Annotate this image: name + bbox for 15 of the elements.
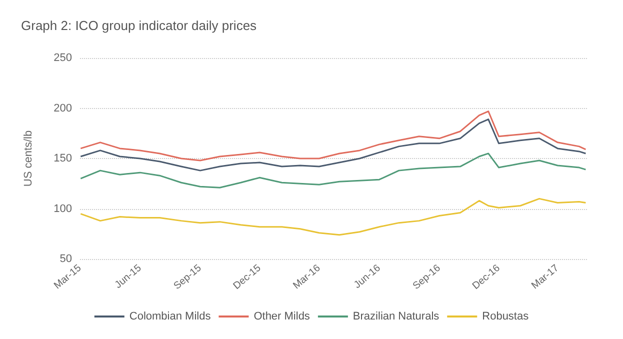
line-series bbox=[80, 110, 586, 162]
chart-title: Graph 2: ICO group indicator daily prices bbox=[21, 18, 258, 33]
y-tick-label: 100 bbox=[54, 202, 72, 215]
line-series bbox=[80, 118, 586, 172]
line-series bbox=[80, 198, 586, 236]
y-tick-label: 50 bbox=[60, 253, 72, 265]
y-tick-label: 150 bbox=[54, 152, 72, 164]
y-axis-title: US cents/lb bbox=[22, 130, 34, 187]
legend-label: Robustas bbox=[482, 310, 530, 322]
legend-label: Colombian Milds bbox=[129, 310, 212, 322]
legend-label: Brazilian Naturals bbox=[352, 310, 440, 322]
y-tick-label: 200 bbox=[54, 102, 72, 114]
line-series bbox=[80, 152, 586, 188]
legend-label: Other Milds bbox=[254, 310, 310, 322]
y-tick-label: 250 bbox=[54, 52, 72, 64]
